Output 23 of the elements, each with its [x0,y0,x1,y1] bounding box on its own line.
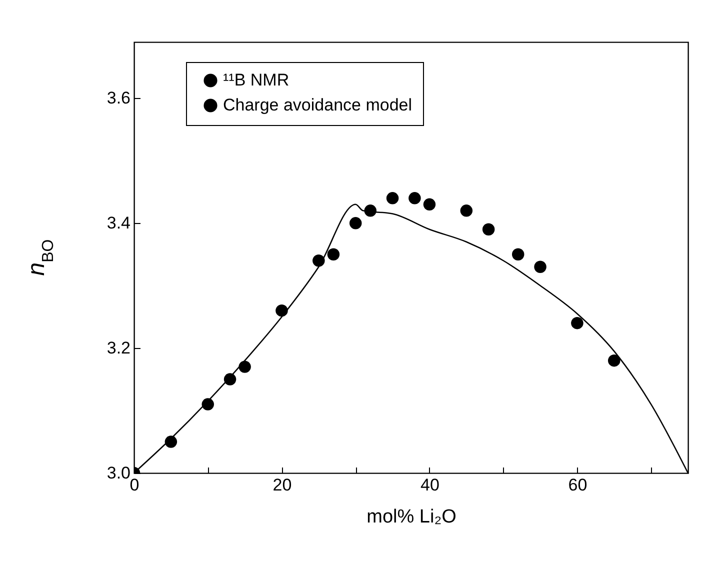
y-tick-label: 3.0 [106,464,130,482]
x-tick-label: 20 [272,476,292,494]
x-tick-label: 0 [130,476,140,494]
point [608,354,620,367]
y-tick-label: 3.2 [106,338,130,358]
y-tick-label: 3.6 [106,88,130,108]
point [349,217,362,230]
point [482,223,495,236]
point [423,198,436,211]
legend-label: Charge avoidance model [223,96,412,114]
point [327,248,340,260]
point [571,316,584,330]
x-tick-label: 60 [568,476,588,494]
x-tick-label: 40 [420,476,440,494]
point [534,260,546,273]
legend-label: ¹¹B NMR [223,70,290,90]
point [408,192,421,204]
point [512,248,524,260]
point [238,360,251,373]
y-tick-label: 3.4 [106,214,130,233]
x-axis-title: mol% Li₂O [366,506,456,528]
point [460,204,473,217]
point [386,192,399,204]
